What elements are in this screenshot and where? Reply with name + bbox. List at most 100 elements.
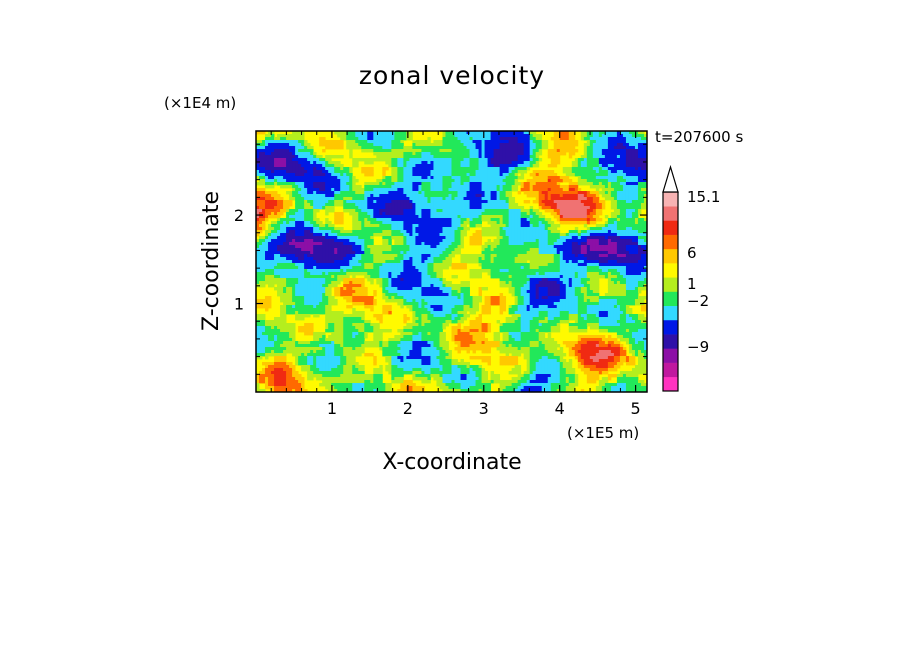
heatmap-cell [574, 191, 579, 195]
heatmap-cell [436, 233, 440, 237]
heatmap-cell [421, 194, 425, 198]
heatmap-cell [271, 164, 275, 168]
heatmap-cell [454, 233, 458, 237]
heatmap-cell [493, 200, 498, 204]
heatmap-cell [298, 167, 302, 171]
heatmap-cell [304, 194, 308, 198]
heatmap-cell [280, 200, 284, 204]
heatmap-cell [484, 164, 488, 168]
heatmap-cell [415, 170, 419, 174]
heatmap-cell [628, 218, 633, 222]
heatmap-cell [259, 173, 263, 177]
heatmap-cell [631, 149, 636, 153]
heatmap-cell [370, 257, 374, 261]
heatmap-cell [382, 191, 386, 195]
heatmap-cell [331, 164, 335, 168]
heatmap-cell [526, 152, 531, 156]
heatmap-cell [619, 221, 624, 225]
heatmap-cell [595, 140, 600, 144]
heatmap-cell [370, 209, 374, 213]
heatmap-cell [547, 248, 552, 252]
heatmap-cell [628, 197, 633, 201]
heatmap-cell [604, 224, 609, 228]
heatmap-cell [364, 140, 368, 144]
heatmap-cell [391, 149, 395, 153]
heatmap-cell [586, 179, 591, 183]
heatmap-cell [520, 134, 525, 138]
heatmap-cell [463, 197, 467, 201]
heatmap-cell [577, 251, 582, 255]
heatmap-cell [550, 248, 555, 252]
heatmap-cell [496, 203, 501, 207]
heatmap-cell [586, 227, 591, 231]
heatmap-cell [289, 164, 293, 168]
heatmap-cell [505, 254, 510, 258]
heatmap-cell [514, 167, 519, 171]
heatmap-cell [364, 197, 368, 201]
heatmap-cell [601, 155, 606, 159]
heatmap-cell [373, 185, 377, 189]
heatmap-cell [475, 176, 479, 180]
heatmap-cell [277, 221, 281, 225]
heatmap-cell [355, 143, 359, 147]
heatmap-cell [487, 218, 491, 222]
heatmap-cell [334, 197, 338, 201]
heatmap-cell [484, 215, 488, 219]
heatmap-cell [373, 212, 377, 216]
heatmap-cell [520, 215, 525, 219]
heatmap-cell [286, 206, 290, 210]
heatmap-cell [616, 215, 621, 219]
heatmap-cell [454, 137, 458, 141]
heatmap-cell [505, 215, 510, 219]
heatmap-cell [481, 164, 485, 168]
heatmap-cell [475, 221, 479, 225]
heatmap-cell [433, 173, 437, 177]
heatmap-cell [511, 227, 516, 231]
heatmap-cell [499, 164, 504, 168]
heatmap-cell [523, 251, 528, 255]
heatmap-cell [532, 194, 537, 198]
heatmap-cell [631, 197, 636, 201]
heatmap-cell [592, 242, 597, 246]
heatmap-cell [295, 197, 299, 201]
heatmap-cell [280, 227, 284, 231]
heatmap-cell [523, 212, 528, 216]
heatmap-cell [340, 200, 344, 204]
heatmap-cell [319, 158, 323, 162]
heatmap-cell [592, 158, 597, 162]
heatmap-cell [334, 164, 338, 168]
heatmap-cell [355, 179, 359, 183]
heatmap-cell [586, 209, 591, 213]
heatmap-cell [382, 224, 386, 228]
heatmap-cell [415, 224, 419, 228]
heatmap-cell [466, 182, 470, 186]
heatmap-cell [562, 233, 567, 237]
heatmap-cell [427, 161, 431, 165]
heatmap-cell [622, 224, 627, 228]
heatmap-cell [280, 254, 284, 258]
heatmap-cell [391, 176, 395, 180]
heatmap-cell [388, 245, 392, 249]
heatmap-cell [358, 212, 362, 216]
heatmap-cell [271, 149, 275, 153]
heatmap-cell [616, 140, 621, 144]
heatmap-cell [388, 254, 392, 258]
heatmap-cell [400, 209, 404, 213]
heatmap-cell [295, 149, 299, 153]
heatmap-cell [493, 194, 498, 198]
heatmap-cell [271, 203, 275, 207]
heatmap-cell [508, 248, 513, 252]
heatmap-cell [529, 185, 534, 189]
heatmap-cell [535, 161, 540, 165]
heatmap-cell [637, 143, 642, 147]
heatmap-cell [613, 167, 618, 171]
heatmap-cell [268, 200, 272, 204]
heatmap-cell [625, 197, 630, 201]
heatmap-cell [466, 188, 470, 192]
heatmap-cell [613, 191, 618, 195]
heatmap-cell [451, 236, 455, 240]
heatmap-cell [496, 164, 501, 168]
heatmap-cell [445, 227, 449, 231]
heatmap-cell [271, 173, 275, 177]
heatmap-cell [331, 239, 335, 243]
